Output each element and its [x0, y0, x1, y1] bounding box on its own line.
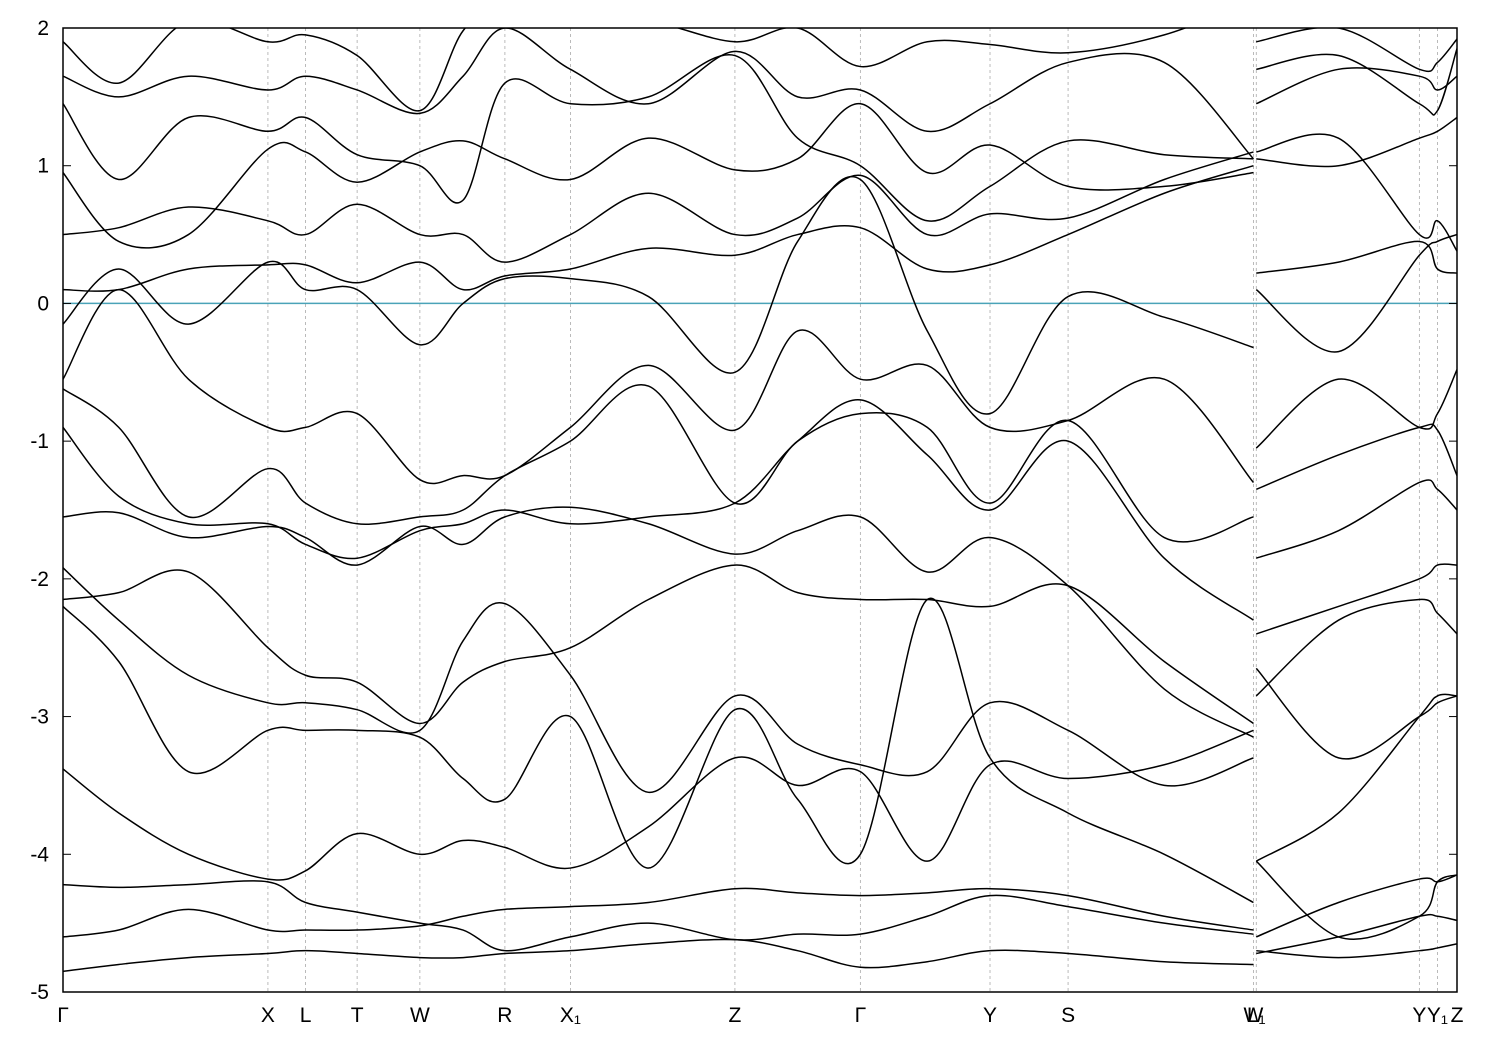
- band-line: [63, 506, 1457, 738]
- x-tick-label: Y: [983, 1004, 997, 1027]
- band-line: [63, 28, 1457, 160]
- band-line: [63, 164, 1457, 292]
- x-tick-label: Γ: [57, 1004, 69, 1027]
- band-line: [63, 133, 1457, 263]
- band-line: [63, 693, 1457, 881]
- band-line: [63, 288, 1457, 485]
- band-line: [63, 176, 1457, 415]
- x-tick-label: X: [261, 1004, 275, 1027]
- grid: [62, 28, 1458, 992]
- band-line: [63, 399, 1457, 621]
- y-tick-label: 0: [37, 292, 49, 315]
- x-tick-label: Y₁: [1427, 1004, 1448, 1027]
- y-tick-label: -1: [30, 430, 49, 453]
- band-line: [63, 28, 1457, 112]
- plot-frame: [62, 27, 1458, 993]
- x-tick-label: Y: [1412, 1004, 1426, 1027]
- x-tick-label: L₁: [1247, 1004, 1266, 1027]
- band-line: [63, 383, 1457, 543]
- x-tick-label: W: [410, 1004, 430, 1027]
- x-tick-label: W: [1244, 1004, 1264, 1027]
- band-line: [63, 597, 1457, 940]
- bands: [63, 28, 1457, 973]
- x-tick-label: Z: [728, 1004, 741, 1027]
- y-tick-label: -5: [30, 981, 49, 1004]
- band-line: [63, 564, 1457, 725]
- y-tick-label: -3: [30, 706, 49, 729]
- y-tick-label: 1: [37, 155, 49, 178]
- y-tick-label: -4: [30, 843, 49, 866]
- x-tick-label: L: [300, 1004, 312, 1027]
- x-tick-label: X₁: [560, 1004, 581, 1027]
- x-tick-label: S: [1061, 1004, 1075, 1027]
- band-line: [63, 567, 1457, 794]
- band-line: [63, 54, 1457, 222]
- band-line: [63, 938, 1457, 973]
- x-tick-label: Γ: [855, 1004, 867, 1027]
- band-line: [63, 102, 1457, 249]
- y-tick-label: -2: [30, 568, 49, 591]
- y-tick-label: 2: [37, 17, 49, 40]
- band-line: [63, 874, 1457, 952]
- x-tick-label: Z: [1451, 1004, 1464, 1027]
- x-tick-label: T: [351, 1004, 364, 1027]
- band-line: [63, 887, 1457, 955]
- x-tick-label: R: [497, 1004, 512, 1027]
